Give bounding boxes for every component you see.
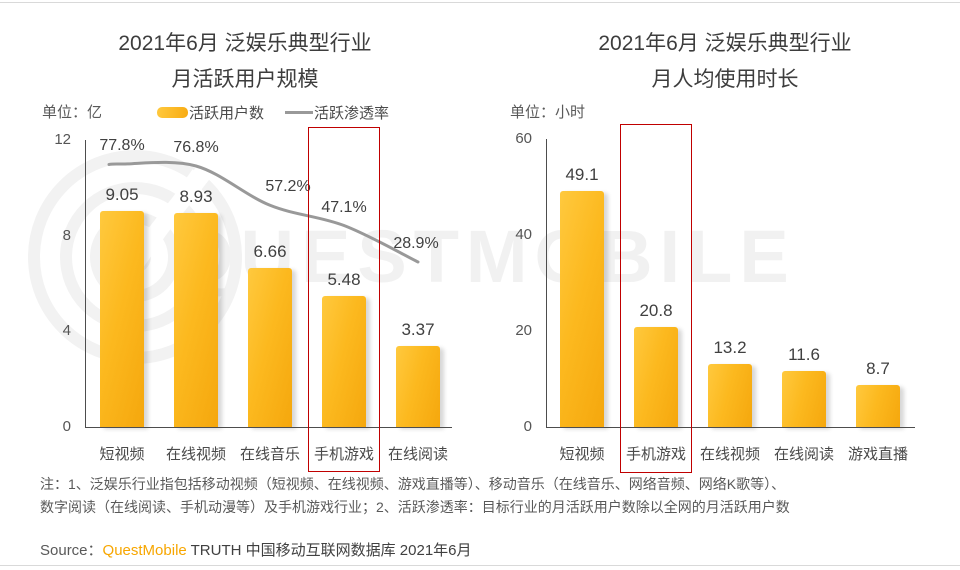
y-axis [85, 140, 86, 428]
y-tick-label: 4 [62, 322, 71, 340]
bar [782, 371, 826, 427]
category-label: 在线视频 [699, 446, 760, 463]
left-chart-legend: 活跃用户数 活跃渗透率 [157, 102, 389, 122]
source-line: Source：QuestMobile TRUTH 中国移动互联网数据库 2021… [40, 539, 472, 560]
bar [100, 210, 144, 427]
bar [174, 213, 218, 427]
y-tick-label: 40 [515, 226, 532, 243]
right-chart-title-line2: 月人均使用时长 [651, 68, 799, 91]
right-chart-title-line1: 2021年6月 泛娱乐典型行业 [598, 32, 852, 55]
penetration-rate-label: 47.1% [321, 198, 367, 216]
left-chart-title: 2021年6月 泛娱乐典型行业 月活跃用户规模 [25, 26, 465, 98]
y-tick-label: 8 [62, 226, 71, 244]
right-chart-unit-label: 单位：小时 [510, 104, 586, 121]
bar-value-label: 8.93 [179, 187, 213, 207]
category-label: 在线视频 [165, 446, 226, 463]
bar-value-label: 49.1 [565, 165, 599, 185]
penetration-rate-label: 57.2% [265, 178, 311, 196]
penetration-rate-label: 77.8% [99, 137, 145, 154]
bottom-divider [0, 565, 960, 566]
category-label: 在线阅读 [387, 446, 448, 463]
x-axis [85, 427, 452, 428]
category-label: 手机游戏 [625, 446, 686, 463]
penetration-rate-label: 76.8% [173, 139, 219, 156]
left-chart-title-line1: 2021年6月 泛娱乐典型行业 [118, 32, 372, 55]
x-axis [546, 427, 915, 428]
bar [560, 191, 604, 427]
category-label: 游戏直播 [847, 446, 908, 463]
footnote-line1: 注：1、泛娱乐行业指包括移动视频（短视频、在线视频、游戏直播等）、移动音乐（在线… [40, 476, 786, 492]
top-divider [0, 2, 960, 3]
y-tick-label: 0 [523, 418, 532, 435]
bar [708, 363, 752, 427]
bar [322, 295, 366, 427]
right-chart-title: 2021年6月 泛娱乐典型行业 月人均使用时长 [505, 26, 945, 98]
bar-value-label: 6.66 [253, 241, 287, 261]
left-chart-unit-label: 单位：亿 [42, 104, 103, 121]
y-tick-label: 20 [515, 322, 532, 339]
bar-value-label: 20.8 [639, 301, 673, 321]
line-legend-swatch-icon [285, 110, 314, 114]
penetration-rate-label: 28.9% [393, 234, 439, 252]
bar [248, 267, 292, 427]
left-chart-title-line2: 月活跃用户规模 [171, 68, 319, 91]
bar [856, 385, 900, 427]
category-label: 在线音乐 [239, 446, 300, 463]
bar-value-label: 5.48 [327, 269, 361, 289]
category-label: 短视频 [99, 446, 145, 463]
bar-value-label: 3.37 [401, 320, 435, 340]
bar-value-label: 8.7 [866, 359, 890, 379]
source-prefix: Source： [40, 542, 103, 559]
highlight-box [620, 124, 692, 473]
source-brand: QuestMobile [102, 542, 187, 559]
bar-value-label: 13.2 [713, 337, 747, 357]
bar-value-label: 9.05 [105, 184, 139, 204]
bar [396, 346, 440, 427]
category-label: 手机游戏 [313, 446, 374, 463]
bar [634, 327, 678, 427]
line-legend-label: 活跃渗透率 [314, 104, 390, 122]
y-tick-label: 12 [54, 131, 71, 148]
bar-legend-swatch-icon [157, 106, 188, 118]
category-label: 在线阅读 [773, 446, 834, 463]
bar-legend-label: 活跃用户数 [189, 104, 265, 122]
y-tick-label: 0 [62, 418, 71, 435]
y-axis [546, 139, 547, 428]
source-suffix: TRUTH 中国移动互联网数据库 2021年6月 [186, 542, 472, 559]
bar-value-label: 11.6 [788, 345, 820, 365]
category-label: 短视频 [559, 446, 605, 463]
y-tick-label: 60 [515, 130, 532, 147]
footnote-line2: 数字阅读（在线阅读、手机动漫等）及手机游戏行业；2、活跃渗透率：目标行业的月活跃… [40, 499, 790, 515]
highlight-box [308, 127, 380, 472]
